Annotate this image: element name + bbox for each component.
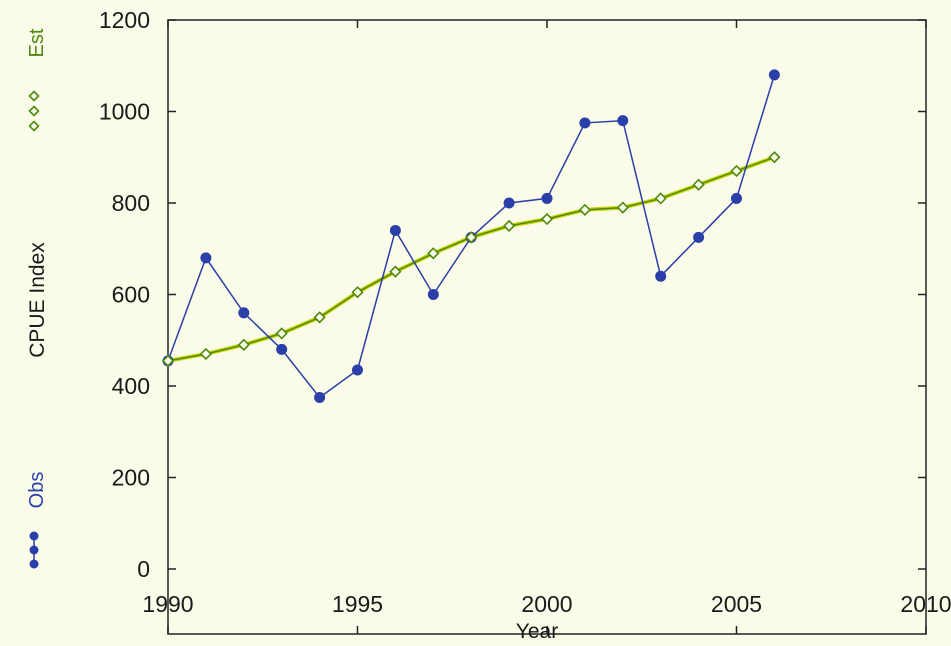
y-axis-title: CPUE Index	[26, 242, 49, 358]
obs-point	[503, 197, 515, 209]
est-point	[616, 201, 629, 214]
x-tick-label: 2000	[521, 591, 572, 617]
obs-point	[579, 117, 591, 129]
legend-obs: Obs	[26, 472, 48, 569]
obs-point	[617, 115, 629, 127]
y-tick-label: 800	[112, 190, 150, 216]
y-axis-ticks: 0 200 400 600 800 1000 1200	[99, 7, 926, 582]
y-tick-label: 1000	[99, 99, 150, 125]
x-axis-ticks: 1990 1995 2000 2005 2010	[142, 20, 951, 634]
est-point	[237, 338, 250, 351]
obs-point	[352, 364, 363, 376]
legend-obs-dot	[29, 531, 39, 541]
est-point	[351, 286, 364, 299]
est-point	[692, 178, 705, 191]
est-point	[578, 203, 592, 216]
x-tick-label: 2010	[900, 591, 951, 617]
y-tick-label: 1200	[99, 7, 150, 33]
legend-obs-marker	[29, 531, 39, 569]
legend-obs-dot	[29, 545, 39, 555]
est-point	[389, 265, 402, 278]
obs-point	[427, 289, 439, 300]
est-point	[540, 212, 554, 226]
x-axis-title: Year	[516, 620, 558, 643]
est-point	[161, 354, 175, 367]
est-point	[730, 164, 743, 178]
est-point	[654, 192, 667, 205]
est-point	[313, 311, 326, 324]
obs-point	[693, 231, 705, 243]
y-tick-label: 400	[112, 373, 150, 399]
x-tick-label: 1990	[142, 591, 193, 617]
obs-point	[389, 224, 401, 236]
y-tick-label: 0	[137, 556, 150, 582]
est-point	[768, 151, 781, 164]
obs-point	[768, 69, 780, 81]
legend-est-marker	[28, 90, 40, 132]
legend-est-diamond	[28, 105, 40, 117]
obs-point	[238, 307, 250, 319]
obs-point	[276, 343, 288, 355]
obs-point	[314, 391, 326, 403]
x-tick-label: 1995	[332, 591, 383, 617]
legend-est: Est	[26, 28, 48, 132]
est-point	[465, 231, 478, 244]
series-layer	[161, 69, 781, 403]
legend-est-diamond	[28, 90, 40, 102]
legend-obs-dot	[29, 559, 39, 569]
obs-point	[731, 192, 742, 204]
obs-point	[655, 270, 667, 282]
obs-point	[200, 252, 212, 264]
x-tick-label: 2005	[711, 591, 762, 617]
y-tick-label: 600	[112, 282, 150, 308]
legend-est-label: Est	[26, 28, 48, 57]
legend-est-diamond	[28, 120, 40, 132]
est-point	[275, 327, 288, 340]
est-point	[427, 247, 440, 260]
y-tick-label: 200	[112, 465, 150, 491]
est-point	[199, 347, 213, 361]
est-point	[502, 219, 516, 233]
legend-obs-label: Obs	[26, 472, 48, 509]
obs-point	[541, 192, 553, 204]
